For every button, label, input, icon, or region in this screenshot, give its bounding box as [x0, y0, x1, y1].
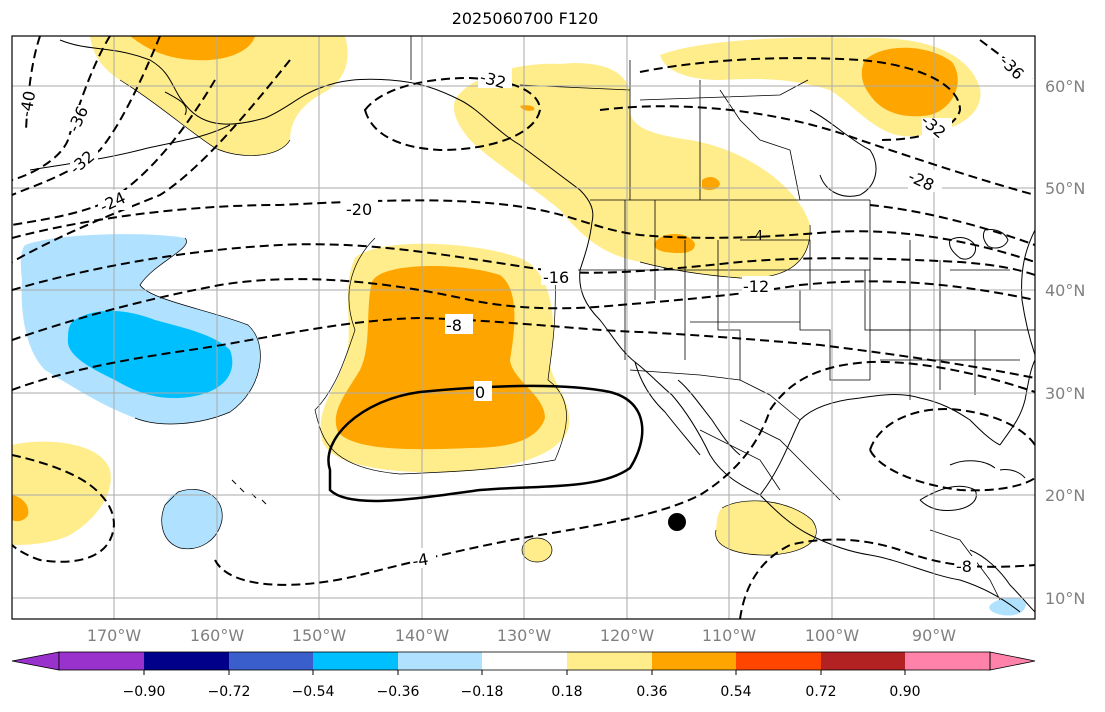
contour-label: -8 — [956, 557, 972, 576]
lon-label: 160°W — [189, 626, 245, 645]
colorbar-upper-extension — [989, 651, 1036, 671]
colorbar-segment — [905, 652, 990, 670]
contour-minus-20 — [12, 199, 1035, 263]
contour-label: -4 — [750, 229, 763, 244]
colorbar-tick-label: 0.18 — [551, 684, 583, 700]
colorbar-segment — [821, 652, 905, 670]
lon-label: 130°W — [496, 626, 552, 645]
contour-label: -12 — [743, 277, 769, 296]
lat-label: 60°N — [1045, 77, 1086, 96]
graticule — [12, 36, 1035, 619]
contour-minus-24-east — [869, 204, 1035, 246]
colorbar-tick-label: 0.90 — [889, 684, 921, 700]
contour-gulf-loop — [869, 408, 1035, 492]
colorbar-tick-label: −0.18 — [460, 684, 504, 700]
lat-label: 40°N — [1045, 281, 1086, 300]
colorbar-tick-label: 0.72 — [805, 684, 837, 700]
colorbar-tick-label: 0.36 — [636, 684, 668, 700]
lon-label: 120°W — [599, 626, 655, 645]
storm-center-marker — [668, 513, 686, 531]
lon-label: 100°W — [804, 626, 860, 645]
contour-minus-28-east — [599, 105, 1035, 196]
contour-minus-12 — [12, 278, 1035, 341]
shading-outlines — [119, 79, 817, 563]
lat-label: 20°N — [1045, 486, 1086, 505]
contour-label: -40 — [16, 89, 39, 118]
coastlines — [29, 39, 1035, 613]
contour-label: -4 — [411, 549, 430, 570]
contour-labels: -40 -36 -32 -24 -20 -32 -16 -8 0 -4 -12 … — [16, 52, 1032, 576]
negative-anomaly-strong-shading — [67, 310, 233, 399]
colorbar-segment — [144, 652, 229, 670]
contour-label: -20 — [346, 200, 372, 219]
colorbar-tick-label: −0.90 — [122, 684, 166, 700]
lat-label: 10°N — [1045, 589, 1086, 608]
lat-label: 50°N — [1045, 179, 1086, 198]
colorbar-lower-extension — [11, 651, 60, 671]
contour-label: -8 — [446, 316, 462, 335]
lon-label: 170°W — [86, 626, 142, 645]
contour-minus-40 — [25, 36, 41, 131]
colorbar-tick-label: −0.72 — [207, 684, 251, 700]
contour-zero — [327, 384, 644, 503]
colorbar-segment — [59, 652, 144, 670]
lon-label: 90°W — [911, 626, 957, 645]
lon-label: 110°W — [701, 626, 757, 645]
colorbar-tick-label: 0.54 — [720, 684, 752, 700]
contour-minus-8 — [12, 316, 1035, 391]
positive-anomaly-strong-shading — [12, 36, 958, 522]
contour-label: -16 — [543, 268, 569, 287]
contour-minus-24 — [12, 59, 291, 263]
lon-label: 140°W — [394, 626, 450, 645]
colorbar-segment — [229, 652, 313, 670]
colorbar-segment — [567, 652, 652, 670]
contour-minus-32-west — [12, 36, 161, 196]
colorbar-segment — [482, 652, 567, 670]
colorbar-tick-label: −0.54 — [291, 684, 335, 700]
contour-minus-36 — [12, 36, 111, 181]
lat-label: 30°N — [1045, 384, 1086, 403]
colorbar-segment — [313, 652, 398, 670]
colorbar-segment — [652, 652, 736, 670]
contour-label: 0 — [475, 383, 485, 402]
colorbar-segment — [398, 652, 482, 670]
colorbar-tick-label: −0.36 — [376, 684, 420, 700]
contour-minus-16 — [12, 243, 1035, 291]
contour-minus-32-north — [363, 76, 542, 152]
map-title: 2025060700 F120 — [451, 9, 599, 28]
contour-low-pacific — [12, 454, 115, 563]
colorbar-segment — [736, 652, 821, 670]
lon-label: 150°W — [291, 626, 347, 645]
colorbar — [11, 651, 1036, 675]
contour-minus-4 — [214, 360, 1035, 586]
